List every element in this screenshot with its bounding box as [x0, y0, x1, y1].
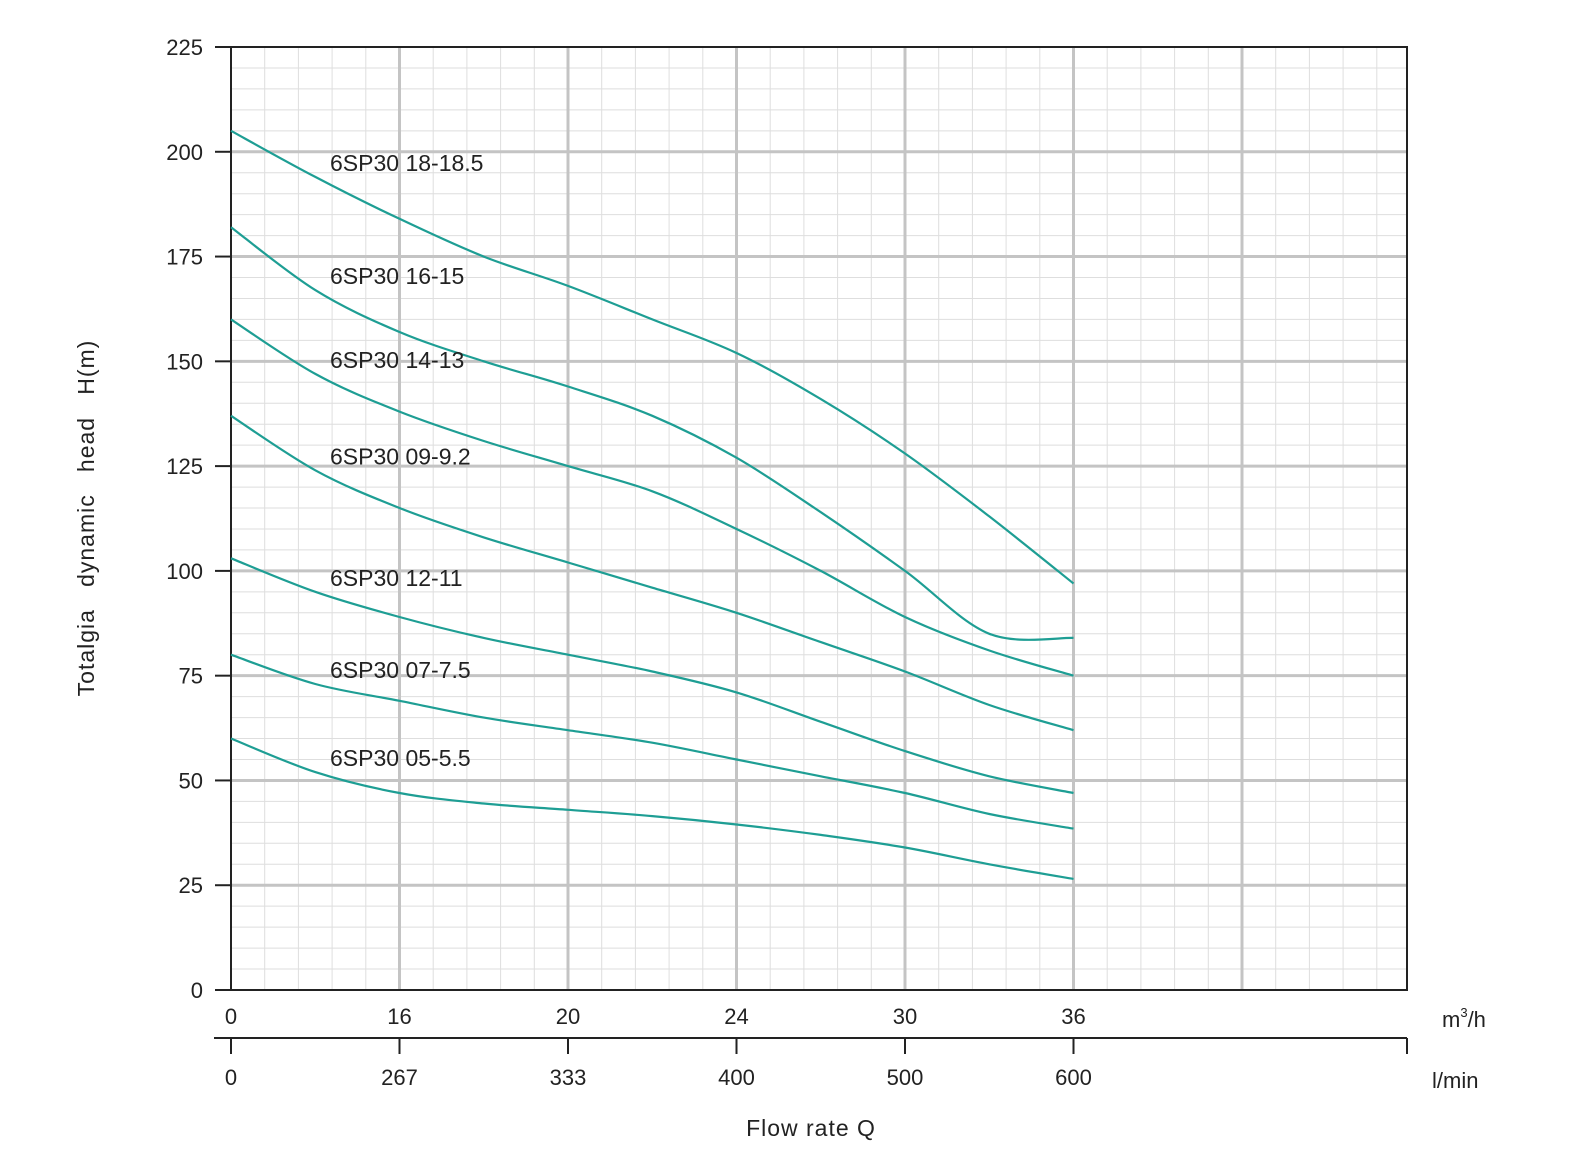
x-axis-lmin: 0 267 333 400 500 600: [214, 1037, 1408, 1090]
x-tick-label-m3h: 24: [724, 1004, 748, 1029]
curve-label: 6SP30 12-11: [330, 565, 463, 591]
major-gridlines: [231, 47, 1407, 990]
curve-label: 6SP30 07-7.5: [330, 657, 471, 683]
x-tick-label-m3h: 36: [1061, 1004, 1085, 1029]
y-tick-label: 125: [166, 454, 203, 479]
curve-label: 6SP30 09-9.2: [330, 443, 471, 469]
pump-curve-line: [230, 129, 1075, 585]
x-tick-label-m3h: 16: [387, 1004, 411, 1029]
pump-curves: [230, 129, 1075, 880]
x-axis-lmin-unit: l/min: [1432, 1068, 1478, 1093]
x-tick-label-m3h: 20: [556, 1004, 580, 1029]
curve-label: 6SP30 16-15: [330, 263, 464, 289]
pump-curve-line: [230, 318, 1074, 677]
y-tick-label: 200: [166, 140, 203, 165]
y-tick-label: 150: [166, 349, 203, 374]
y-tick-label: 50: [179, 768, 203, 793]
x-tick-label-lmin: 400: [718, 1065, 755, 1090]
x-tick-label-lmin: 333: [550, 1065, 587, 1090]
y-tick-label: 100: [166, 559, 203, 584]
y-tick-label: 25: [179, 873, 203, 898]
x-tick-label-lmin: 500: [887, 1065, 924, 1090]
minor-gridlines: [231, 47, 1407, 990]
curve-labels: 6SP30 18-18.5 6SP30 16-15 6SP30 14-13 6SP30…: [330, 150, 483, 771]
pump-curve-line: [230, 226, 1074, 641]
plot-frame: [230, 46, 1408, 991]
x-tick-label-m3h: 30: [893, 1004, 917, 1029]
curve-label: 6SP30 18-18.5: [330, 150, 483, 176]
curve-label: 6SP30 05-5.5: [330, 745, 471, 771]
y-axis-ticks: 0 25 50 75 100 125 150 175 200 225: [166, 35, 231, 1003]
y-tick-label: 0: [191, 978, 203, 1003]
pump-curve-line: [230, 414, 1074, 732]
y-tick-label: 225: [166, 35, 203, 60]
pump-curve-line: [230, 557, 1074, 795]
x-tick-label-lmin: 600: [1055, 1065, 1092, 1090]
y-axis-title: Totalgia dynamic head H(m): [73, 340, 99, 697]
curve-label: 6SP30 14-13: [330, 347, 464, 373]
x-tick-label-m3h: 0: [225, 1004, 237, 1029]
pump-curve-line: [230, 737, 1074, 880]
y-tick-label: 75: [179, 664, 203, 689]
x-tick-label-lmin: 267: [381, 1065, 418, 1090]
x-axis-m3h-unit: m3/h: [1442, 1005, 1486, 1032]
x-tick-label-lmin: 0: [225, 1065, 237, 1090]
pump-curve-line: [230, 653, 1074, 830]
x-axis-title: Flow rate Q: [746, 1115, 876, 1141]
x-axis-m3h-ticks: 0 16 20 24 30 36: [225, 1004, 1086, 1029]
y-tick-label: 175: [166, 245, 203, 270]
